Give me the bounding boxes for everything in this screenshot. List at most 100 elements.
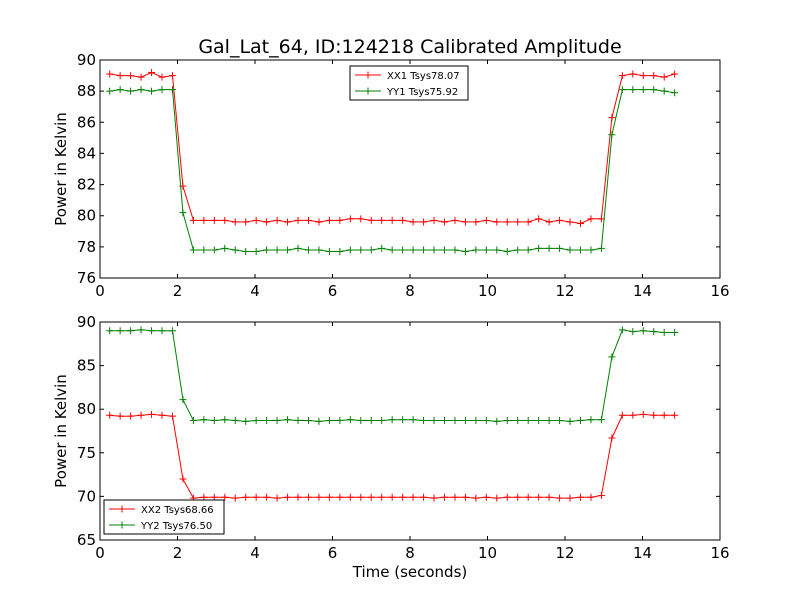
data-point [535,215,543,223]
data-point [284,493,292,501]
data-point [566,246,574,254]
data-point [158,86,166,94]
data-point [451,216,459,224]
series-line [109,413,675,499]
data-point [137,86,145,94]
data-point [545,417,553,425]
legend-marker [118,505,126,513]
data-point [618,411,626,419]
data-point [608,353,616,361]
x-axis-label: Time (seconds) [352,563,468,581]
data-point [472,494,480,502]
x-tick-label: 0 [95,282,105,300]
data-point [671,328,679,336]
data-point [231,494,239,502]
data-point [189,216,197,224]
data-point [127,87,135,95]
y-tick-label: 90 [77,51,96,69]
x-tick-label: 12 [555,282,574,300]
data-point [461,248,469,256]
data-point [252,493,260,501]
y-tick-label: 88 [77,82,96,100]
figure-title: Gal_Lat_64, ID:124218 Calibrated Amplitu… [198,36,621,58]
data-point [503,417,511,425]
data-point [325,216,333,224]
series-line [109,89,675,253]
data-point [294,493,302,501]
data-point [148,87,156,95]
data-point [461,417,469,425]
data-point [221,216,229,224]
data-point [284,416,292,424]
data-point [461,218,469,226]
data-point [273,246,281,254]
data-point [263,246,271,254]
data-point [430,417,438,425]
chart-panel-2: 0 2 4 6 8 10 12 14 16 65 70 75 80 85 90 Power in Kelvin… [52,313,730,581]
y-tick-label: 80 [77,400,96,418]
data-point [189,246,197,254]
data-point [273,417,281,425]
x-tick-label: 10 [478,282,497,300]
data-point [304,493,312,501]
data-point [200,246,208,254]
data-point [399,493,407,501]
data-point [545,493,553,501]
data-point [482,246,490,254]
x-tick-label: 14 [633,282,652,300]
data-point [388,246,396,254]
data-point [451,417,459,425]
data-point [577,246,584,254]
data-point [263,417,271,425]
data-point [127,327,135,335]
data-point [315,218,323,226]
data-point [357,417,365,425]
data-point [545,244,553,252]
series-line [109,329,675,422]
data-point [252,216,260,224]
data-point [440,218,448,226]
data-point [440,246,448,254]
data-point [650,72,658,80]
data-point [535,244,543,252]
data-point [618,72,626,80]
data-point [336,417,344,425]
data-point [671,411,679,419]
data-point [273,216,281,224]
data-point [535,417,543,425]
data-point [514,218,522,226]
data-point [168,86,176,94]
data-point [325,417,333,425]
data-point [378,417,386,425]
data-point [524,417,532,425]
data-point [420,493,428,501]
x-tick-label: 16 [710,282,729,300]
data-point [618,326,626,334]
x-tick-label: 0 [95,544,105,562]
data-point [608,434,616,442]
x-tick-label: 6 [328,282,338,300]
data-point [618,86,626,94]
y-tick-label: 76 [77,269,96,287]
data-point [336,493,344,501]
data-point [158,73,166,81]
data-point [493,417,501,425]
data-point [346,246,354,254]
data-point [252,417,260,425]
x-tick-label: 12 [555,544,574,562]
data-point [587,493,595,501]
data-point [660,87,668,95]
data-point [430,246,438,254]
data-point [524,246,532,254]
data-point [650,411,658,419]
y-axis-label: Power in Kelvin [52,112,70,226]
data-point [482,493,490,501]
y-tick-label: 90 [77,313,96,331]
x-tick-label: 6 [328,544,338,562]
data-point [378,493,386,501]
data-point [472,246,480,254]
y-tick-label: 80 [77,207,96,225]
data-point [493,246,501,254]
data-point [106,327,114,335]
data-point [493,494,501,502]
